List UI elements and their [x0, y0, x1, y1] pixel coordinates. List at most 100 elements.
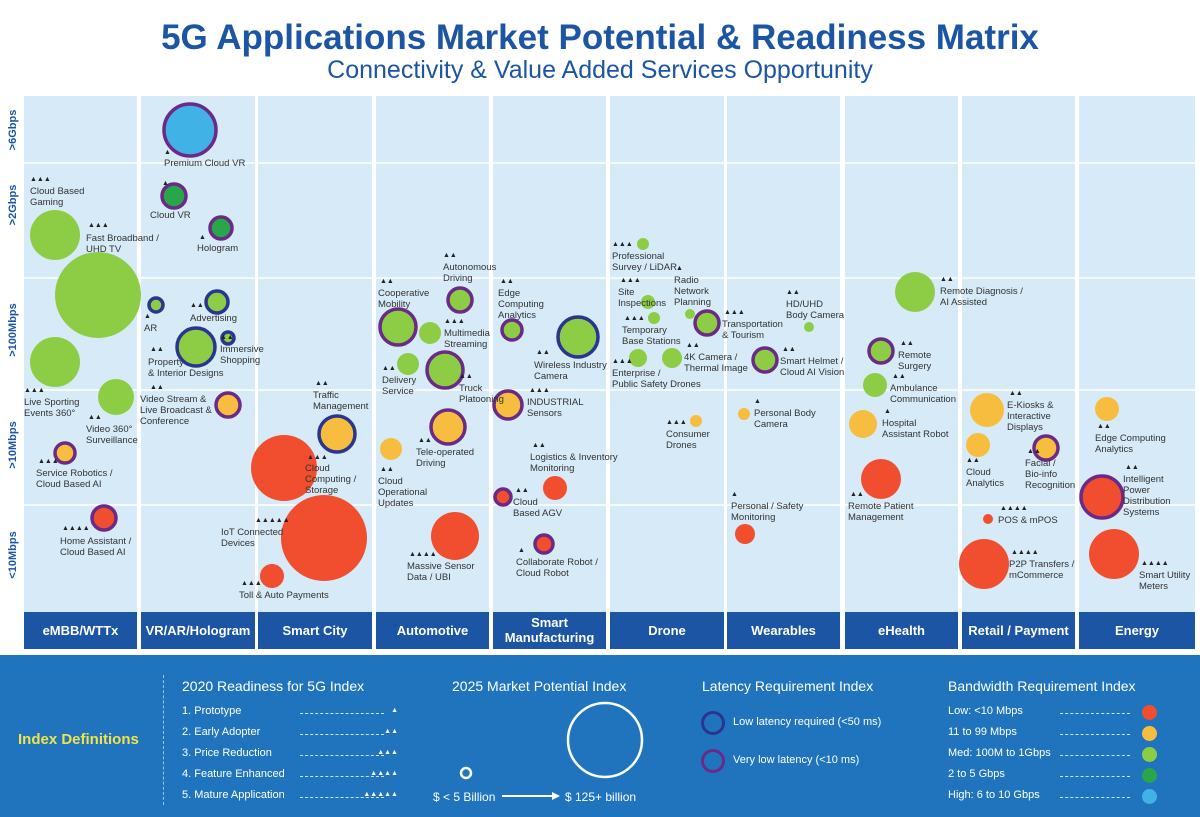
category-tab: [141, 612, 255, 649]
column-background: [1079, 96, 1195, 612]
bubble: [685, 309, 695, 319]
bubble-label: Remote Patient Management: [848, 501, 914, 523]
readiness-marker: ▲▲: [380, 278, 394, 285]
readiness-marker: ▲▲▲▲: [62, 525, 90, 532]
readiness-dashes: [300, 755, 384, 756]
bubble-label: Site Inspections: [618, 287, 666, 309]
readiness-marker: ▲▲▲▲: [1000, 505, 1028, 512]
category-tab: [258, 612, 372, 649]
latency-title: Latency Requirement Index: [702, 678, 874, 694]
bubble: [648, 312, 660, 324]
bubble: [30, 337, 80, 387]
readiness-marker: ▲▲: [900, 340, 914, 347]
legend-footer: Index Definitions 2020 Readiness for 5G …: [0, 655, 1200, 817]
readiness-item: 3. Price Reduction: [182, 747, 272, 759]
latency-swatch: [701, 749, 725, 773]
bubble: [397, 353, 419, 375]
readiness-marker: ▲▲▲: [612, 241, 633, 248]
readiness-marker: ▲: [676, 265, 683, 272]
readiness-marker: ▲: [884, 408, 891, 415]
readiness-marker: ▲: [518, 547, 525, 554]
bubble: [693, 309, 721, 337]
bubble: [867, 337, 895, 365]
bandwidth-swatch: [1142, 768, 1157, 783]
readiness-marker: ▲▲: [1027, 448, 1041, 455]
readiness-marker: ▲▲: [786, 289, 800, 296]
column-background: [845, 96, 958, 612]
bubble-label: Cloud Computing / Storage: [305, 463, 357, 496]
market-small-label: $ < 5 Billion: [433, 790, 496, 804]
bubble-label: E-Kiosks & Interactive Displays: [1007, 400, 1054, 433]
bubble: [543, 476, 567, 500]
bubble-label: Cloud VR: [150, 210, 191, 221]
bubble-label: Autonomous Driving: [443, 262, 497, 284]
readiness-marker: ▲▲: [380, 466, 394, 473]
category-tab: [727, 612, 840, 649]
bubble-label: Wireless Industry Camera: [534, 360, 607, 382]
bubble: [641, 295, 655, 309]
bandwidth-item: 2 to 5 Gbps: [948, 768, 1005, 780]
readiness-marker: ▲▲: [150, 384, 164, 391]
category-label: eHealth: [878, 623, 925, 638]
market-small-circle: [459, 766, 473, 780]
readiness-item: 1. Prototype: [182, 705, 242, 717]
bubble: [1089, 529, 1139, 579]
readiness-marker: ▲▲: [850, 491, 864, 498]
bubble-label: Ambulance Communication: [890, 383, 956, 405]
bubble-label: Premium Cloud VR: [164, 158, 245, 169]
bubble-label: Consumer Drones: [666, 429, 710, 451]
readiness-item: 2. Early Adopter: [182, 726, 261, 738]
bubble-label: Professional Survey / LiDAR: [612, 251, 677, 273]
bubble: [431, 512, 479, 560]
bubble-label: Video 360° Surveillance: [86, 424, 138, 446]
readiness-marker: ▲▲: [1097, 423, 1111, 430]
bubble-label: Enterprise / Public Safety Drones: [612, 368, 701, 390]
bubble-label: P2P Transfers / mCommerce: [1009, 559, 1075, 581]
bubble-label: Intelligent Power Distribution Systems: [1123, 474, 1171, 518]
bandwidth-swatch: [1142, 705, 1157, 720]
category-tab: [962, 612, 1075, 649]
index-definitions-label: Index Definitions: [18, 731, 139, 748]
bubble-label: Advertising: [190, 313, 237, 324]
readiness-marker: ▲▲: [515, 487, 529, 494]
readiness-title: 2020 Readiness for 5G Index: [182, 678, 365, 694]
latency-item: Low latency required (<50 ms): [733, 716, 882, 728]
latency-item: Very low latency (<10 ms): [733, 754, 860, 766]
bubble: [1079, 474, 1125, 520]
bubble: [895, 272, 935, 312]
bubble: [317, 414, 357, 454]
bandwidth-dashes: [1060, 776, 1130, 777]
bubble-label: IoT Connected Devices: [221, 527, 283, 549]
bubble-label: Immersive Shopping: [220, 344, 264, 366]
bubble-label: Edge Computing Analytics: [498, 288, 544, 321]
readiness-marker: ▲▲: [190, 302, 204, 309]
readiness-marker: ▲▲: [536, 349, 550, 356]
bubble-label: Hologram: [197, 243, 238, 254]
bubble-label: Personal Body Camera: [754, 408, 816, 430]
readiness-marker: ▲▲▲: [307, 454, 328, 461]
bubble: [446, 286, 474, 314]
bandwidth-title: Bandwidth Requirement Index: [948, 678, 1136, 694]
bubble: [220, 330, 236, 346]
readiness-marker: ▲▲▲: [724, 309, 745, 316]
bubble-label: Cloud Analytics: [966, 467, 1004, 489]
bubble-matrix: <10Mbps >10Mbps >100Mbps >2Gbps >6Gbps eMBB/…: [7, 96, 1195, 649]
bubble: [738, 408, 750, 420]
readiness-marker: ▲▲▲: [38, 458, 59, 465]
bubble-label: Cloud Based AGV: [513, 497, 563, 519]
bubble: [983, 514, 993, 524]
readiness-dashes: [300, 776, 384, 777]
bubble: [425, 350, 465, 390]
readiness-marker: ▲▲: [150, 346, 164, 353]
bandwidth-swatch: [1142, 726, 1157, 741]
bubble: [637, 238, 649, 250]
bubble-label: Cloud Based Gaming: [30, 186, 84, 208]
category-label: Drone: [648, 623, 686, 638]
readiness-marker: ▲▲: [88, 414, 102, 421]
readiness-marker: ▲▲▲: [30, 176, 51, 183]
bubble: [208, 215, 234, 241]
chart-title: 5G Applications Market Potential & Readi…: [161, 18, 1039, 57]
readiness-marker: ▲▲: [459, 373, 473, 380]
readiness-marker: ▲▲: [382, 365, 396, 372]
bubble-label: Transportation & Tourism: [722, 319, 783, 341]
